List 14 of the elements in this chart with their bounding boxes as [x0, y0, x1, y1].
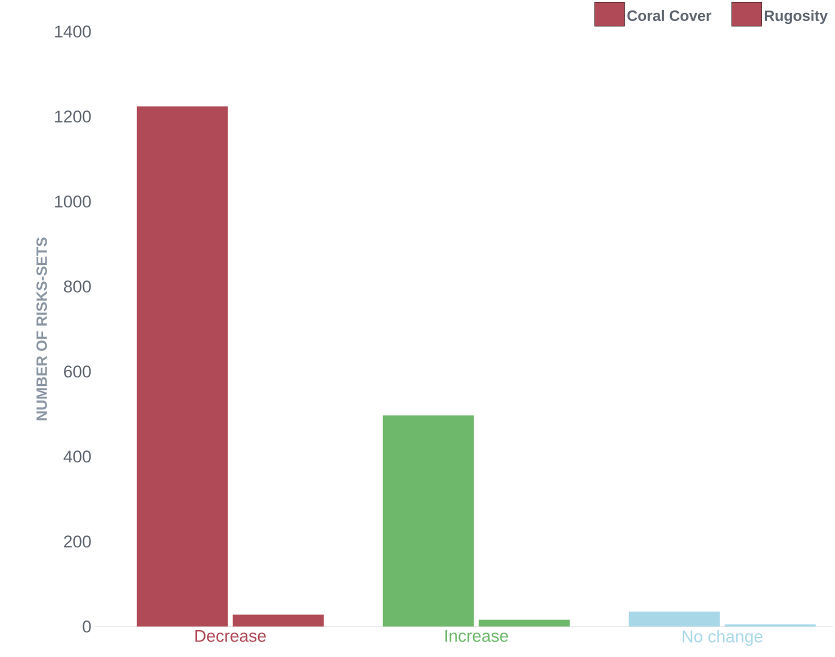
y-tick-label: 1200 [55, 110, 91, 123]
y-tick-label: 400 [64, 450, 91, 463]
y-tick-label: 200 [64, 536, 91, 548]
x-tick-label: Increase [445, 630, 508, 642]
legend-label: Coral Cover [627, 10, 712, 22]
y-tick-label: 1000 [55, 196, 91, 208]
y-tick-label: 600 [64, 366, 91, 378]
y-tick-label: 0 [82, 620, 91, 633]
x-tick-label: No change [682, 630, 762, 646]
x-tick-label: Decrease [195, 630, 266, 642]
y-tick-label: 1400 [55, 26, 91, 38]
y-tick-label: 800 [64, 280, 91, 293]
y-axis-title: NUMBER OF RISKS-SETS [36, 238, 47, 420]
legend-label: Rugosity [764, 10, 828, 24]
